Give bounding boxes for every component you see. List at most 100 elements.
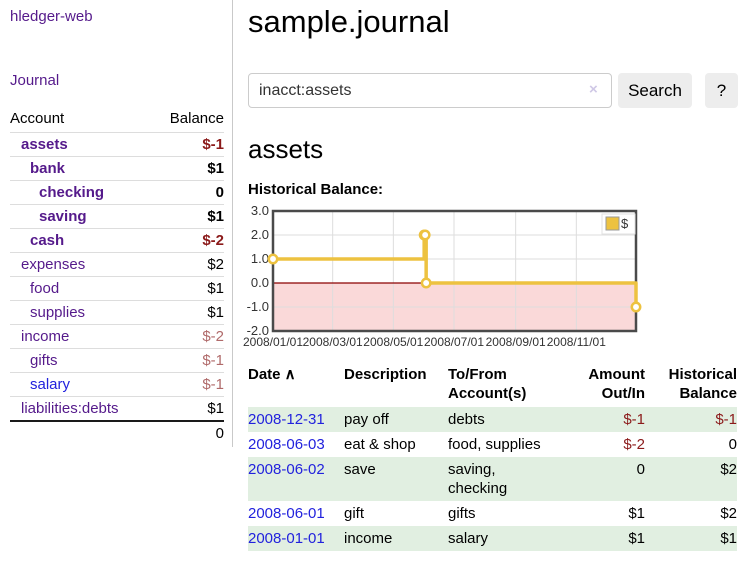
register-row: 2008-06-02 save saving, checking 0 $2 — [248, 457, 737, 501]
register-accounts: debts — [448, 411, 485, 428]
main-content: sample.journal × Search ? assets Histori… — [243, 0, 742, 551]
sidebar-account-food[interactable]: food — [30, 280, 60, 297]
register-table: Date ∧ Description To/From Account(s) Amoun… — [248, 363, 737, 551]
sidebar-account-balance: $-1 — [152, 132, 224, 157]
register-amount: 0 — [636, 461, 645, 478]
register-amount: $-1 — [623, 411, 645, 428]
account-row: supplies $1 — [10, 300, 224, 325]
sidebar-item-journal[interactable]: Journal — [10, 72, 60, 89]
balance-chart-svg: 2008/01/01 2008/03/01 2008/05/01 2008/07/01… — [243, 203, 642, 349]
sidebar-account-balance: $-1 — [152, 348, 224, 373]
register-description: income — [344, 530, 393, 547]
sidebar-account-bank[interactable]: bank — [30, 160, 66, 177]
search-input[interactable] — [248, 73, 612, 108]
register-row: 2008-12-31 pay off debts $-1 $-1 — [248, 407, 737, 432]
register-row: 2008-06-01 gift gifts $1 $2 — [248, 501, 737, 526]
register-date-link[interactable]: 2008-01-01 — [248, 530, 325, 547]
help-button[interactable]: ? — [705, 73, 738, 108]
register-balance: $-1 — [715, 411, 737, 428]
register-balance: 0 — [728, 436, 737, 453]
register-header-row: Date ∧ Description To/From Account(s) Amoun… — [248, 363, 737, 407]
account-heading: assets — [248, 134, 324, 164]
register-date-link[interactable]: 2008-06-01 — [248, 505, 325, 522]
sidebar-account-balance: $1 — [152, 300, 224, 325]
svg-text:$: $ — [621, 216, 629, 231]
sidebar-account-balance: 0 — [152, 180, 224, 205]
register-amount: $-2 — [623, 436, 645, 453]
register-col-description: Description — [344, 366, 427, 383]
account-row: liabilities:debts $1 — [10, 396, 224, 421]
register-amount: $1 — [628, 505, 645, 522]
clear-search-icon[interactable]: × — [589, 81, 598, 98]
sidebar-account-balance: $1 — [152, 156, 224, 181]
sidebar-accounts-body: assets $-1 bank $1 checking 0 saving $1 cash $-2 e… — [10, 132, 224, 421]
account-row: salary $-1 — [10, 372, 224, 397]
register-date-link[interactable]: 2008-06-03 — [248, 436, 325, 453]
sidebar-account-income[interactable]: income — [21, 328, 70, 345]
accounts-header-row: Account Balance — [10, 108, 224, 133]
accounts-col-account: Account — [10, 110, 65, 127]
account-row: income $-2 — [10, 324, 224, 349]
page-title: sample.journal — [248, 4, 450, 39]
register-description: gift — [344, 505, 365, 522]
accounts-total-row: 0 — [10, 420, 224, 445]
register-accounts: saving, checking — [448, 461, 508, 497]
register-balance: $2 — [720, 505, 737, 522]
search-form: × Search ? — [248, 73, 742, 108]
svg-text:-1.0: -1.0 — [247, 299, 269, 314]
accounts-total-balance: 0 — [152, 420, 224, 445]
svg-text:2008/03/01: 2008/03/01 — [303, 335, 363, 349]
sidebar: hledger-web Journal Account Balance asse… — [0, 0, 233, 447]
search-button[interactable]: Search — [618, 73, 692, 108]
svg-text:2.0: 2.0 — [251, 227, 269, 242]
account-row: expenses $2 — [10, 252, 224, 277]
sidebar-account-salary[interactable]: salary — [30, 376, 71, 393]
register-description: pay off — [344, 411, 389, 428]
account-row: gifts $-1 — [10, 348, 224, 373]
chart-title: Historical Balance: — [248, 181, 384, 198]
sidebar-account-balance: $1 — [152, 204, 224, 229]
sort-ascending-icon: ∧ — [280, 366, 296, 383]
register-accounts: food, supplies — [448, 436, 541, 453]
sidebar-account-assets[interactable]: assets — [21, 136, 68, 153]
svg-text:2008/01/01: 2008/01/01 — [243, 335, 303, 349]
sidebar-account-liabilities-debts[interactable]: liabilities:debts — [21, 400, 119, 417]
register-date-link[interactable]: 2008-06-02 — [248, 461, 325, 478]
svg-text:2008/07/01: 2008/07/01 — [424, 335, 484, 349]
sidebar-account-balance: $1 — [152, 276, 224, 301]
register-col-amount-out-in: Amount Out/In — [588, 366, 645, 402]
register-accounts: gifts — [448, 505, 476, 522]
register-description: save — [344, 461, 376, 478]
account-row: checking 0 — [10, 180, 224, 205]
sidebar-account-balance: $-2 — [152, 228, 224, 253]
sidebar-account-cash[interactable]: cash — [30, 232, 65, 249]
svg-text:3.0: 3.0 — [251, 203, 269, 218]
svg-text:2008/05/01: 2008/05/01 — [363, 335, 423, 349]
register-body: 2008-12-31 pay off debts $-1 $-1 2008-06-03 ea… — [248, 407, 737, 551]
register-accounts: salary — [448, 530, 489, 547]
register-amount: $1 — [628, 530, 645, 547]
register-row: 2008-06-03 eat & shop food, supplies $-2 0 — [248, 432, 737, 457]
account-row: saving $1 — [10, 204, 224, 229]
app-title-link[interactable]: hledger-web — [10, 8, 93, 25]
sidebar-account-expenses[interactable]: expenses — [21, 256, 86, 273]
account-row: food $1 — [10, 276, 224, 301]
register-col-date[interactable]: Date ∧ — [248, 366, 296, 383]
svg-text:1.0: 1.0 — [251, 251, 269, 266]
register-balance: $2 — [720, 461, 737, 478]
account-row: cash $-2 — [10, 228, 224, 253]
register-row: 2008-01-01 income salary $1 $1 — [248, 526, 737, 551]
balance-chart: 2008/01/01 2008/03/01 2008/05/01 2008/07/01… — [243, 203, 742, 351]
register-col-to-from-account-s-: To/From Account(s) — [448, 366, 527, 402]
sidebar-account-checking[interactable]: checking — [39, 184, 105, 201]
svg-text:0.0: 0.0 — [251, 275, 269, 290]
sidebar-account-saving[interactable]: saving — [39, 208, 87, 225]
register-date-link[interactable]: 2008-12-31 — [248, 411, 325, 428]
sidebar-account-gifts[interactable]: gifts — [30, 352, 58, 369]
sidebar-account-balance: $-1 — [152, 372, 224, 397]
svg-text:2008/09/01: 2008/09/01 — [486, 335, 546, 349]
register-description: eat & shop — [344, 436, 416, 453]
sidebar-account-supplies[interactable]: supplies — [30, 304, 86, 321]
accounts-col-balance: Balance — [169, 110, 224, 127]
sidebar-account-balance: $-2 — [152, 324, 224, 349]
